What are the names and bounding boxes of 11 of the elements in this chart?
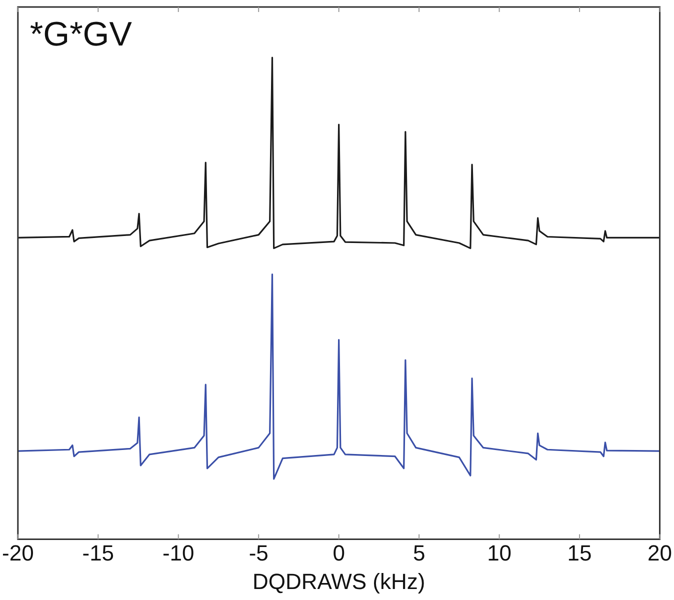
x-tick-label: -15 <box>82 540 114 566</box>
x-tick-label: 10 <box>487 540 512 566</box>
x-tick-label: -5 <box>248 540 268 566</box>
x-tick-label: 5 <box>412 540 426 566</box>
x-tick-label: 0 <box>332 540 345 566</box>
x-tick-label: 20 <box>648 540 672 566</box>
x-tick-label: 15 <box>567 540 592 566</box>
x-tick-label: -10 <box>162 540 194 566</box>
x-axis-title: DQDRAWS (kHz) <box>252 568 426 594</box>
text: *G*GV <box>30 15 132 54</box>
x-tick-label: -20 <box>2 540 34 566</box>
